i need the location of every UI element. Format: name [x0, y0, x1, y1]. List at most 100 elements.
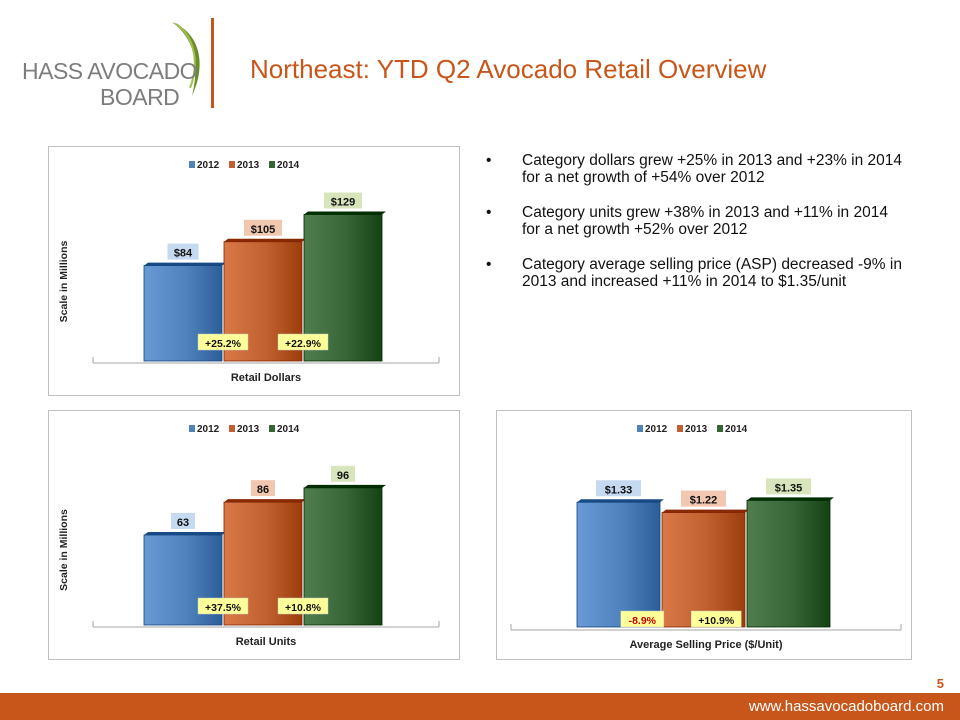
chart-svg: 2012 2013 2014 Scale in Millions $84 $105 $129…	[58, 160, 440, 384]
bullet-dollars: Category dollars grew +25% in 2013 and +…	[486, 152, 906, 186]
bar-2013	[661, 512, 746, 628]
average-selling-price-chart: 2012 2013 2014 $1.33 $1.22 $1.35 -8.9% +10.9% Av…	[496, 410, 912, 660]
value-label-box	[596, 480, 641, 497]
value-label-box	[766, 478, 811, 495]
bar-top-face	[747, 497, 834, 501]
x-axis-label: Retail Units	[236, 636, 297, 648]
growth-label: +10.8%	[277, 597, 329, 615]
legend-entry: 2012	[197, 424, 220, 435]
growth-label-text: +25.2%	[205, 338, 242, 350]
legend-swatch	[269, 161, 275, 168]
value-label-text: $84	[174, 248, 193, 260]
value-label: 96	[331, 465, 355, 482]
bar-top-face	[224, 499, 306, 503]
page-title: Northeast: YTD Q2 Avocado Retail Overvie…	[250, 54, 767, 84]
value-label: 63	[171, 513, 195, 529]
bar-top-face	[224, 238, 306, 242]
legend-swatch	[717, 425, 723, 432]
value-label: 86	[251, 480, 275, 497]
legend-entry: 2014	[277, 160, 300, 171]
growth-label: +37.5%	[197, 597, 249, 615]
value-label: $84	[167, 243, 199, 260]
growth-label: +22.9%	[277, 333, 329, 351]
legend-entry: 2012	[645, 424, 668, 435]
value-label: $129	[324, 192, 362, 209]
value-label: $1.33	[596, 480, 641, 497]
legend-swatch	[229, 425, 235, 432]
y-axis-label: Scale in Millions	[58, 241, 70, 323]
bar-top-face	[304, 211, 386, 215]
bar-top-face	[304, 484, 386, 488]
bar-top-face	[577, 499, 664, 503]
legend-entry: 2013	[237, 160, 260, 171]
growth-label-box	[197, 597, 249, 615]
value-label-text: $1.33	[605, 484, 633, 496]
growth-label-text: +10.9%	[698, 615, 735, 627]
x-axis-label: Average Selling Price ($/Unit)	[629, 639, 782, 651]
value-label-text: $105	[251, 224, 275, 236]
legend-entry: 2014	[277, 424, 300, 435]
growth-label-text: +37.5%	[205, 602, 242, 614]
growth-label-box	[197, 333, 249, 351]
value-label-box	[251, 480, 275, 497]
value-label-text: $1.22	[690, 495, 718, 507]
growth-label: +10.9%	[691, 610, 742, 628]
title-divider	[211, 18, 214, 108]
chart-legend: 2012 2013 2014	[189, 160, 300, 171]
legend-swatch	[189, 425, 195, 432]
growth-label-box	[277, 597, 329, 615]
value-label-text: $1.35	[775, 482, 803, 494]
chart-svg: 2012 2013 2014 Scale in Millions 63 86 96 +37.5…	[58, 424, 440, 648]
value-label-text: 63	[177, 517, 189, 529]
legend-entry: 2013	[685, 424, 708, 435]
legend-swatch	[189, 161, 195, 168]
footer-bar: www.hassavocadoboard.com	[0, 693, 960, 720]
page-number: 5	[936, 676, 944, 691]
value-label-text: $129	[331, 196, 355, 208]
value-label-text: 86	[257, 484, 269, 496]
bullet-units: Category units grew +38% in 2013 and +11…	[486, 204, 906, 238]
chart-svg: 2012 2013 2014 $1.33 $1.22 $1.35 -8.9% +10.9% Av…	[510, 424, 902, 651]
y-axis-label: Scale in Millions	[58, 509, 70, 591]
legend-entry: 2014	[725, 424, 748, 435]
growth-label-text: -8.9%	[629, 615, 657, 627]
growth-label-text: +22.9%	[285, 338, 322, 350]
summary-bullets: Category dollars grew +25% in 2013 and +…	[486, 152, 906, 308]
chart-legend: 2012 2013 2014	[637, 424, 748, 435]
bullet-asp: Category average selling price (ASP) dec…	[486, 256, 906, 290]
value-label: $1.35	[766, 478, 811, 495]
legend-entry: 2013	[237, 424, 260, 435]
value-label-box	[244, 219, 282, 236]
bar-top-face	[144, 262, 226, 266]
legend-swatch	[269, 425, 275, 432]
value-label-box	[331, 465, 355, 482]
value-label-text: 96	[337, 470, 349, 482]
bar-top-face	[144, 532, 226, 535]
bar-2014	[746, 499, 831, 628]
bar-top-face	[662, 509, 749, 513]
legend-swatch	[637, 425, 643, 432]
growth-label: -8.9%	[620, 610, 665, 628]
growth-label-text: +10.8%	[285, 602, 322, 614]
legend-entry: 2012	[197, 160, 220, 171]
legend-swatch	[677, 425, 683, 432]
bar-2012	[576, 501, 661, 628]
growth-label-box	[277, 333, 329, 351]
value-label: $1.22	[681, 490, 726, 507]
hass-avocado-board-logo: HASS AVOCADO BOARD	[18, 18, 218, 110]
retail-units-chart: 2012 2013 2014 Scale in Millions 63 86 96 +37.5…	[48, 410, 460, 660]
value-label-box	[171, 513, 195, 529]
chart-legend: 2012 2013 2014	[189, 424, 300, 435]
footer-url: www.hassavocadoboard.com	[748, 698, 944, 715]
growth-label-box	[620, 610, 665, 628]
value-label-box	[681, 490, 726, 507]
growth-label: +25.2%	[197, 333, 249, 351]
value-label: $105	[244, 219, 282, 236]
legend-swatch	[229, 161, 235, 168]
retail-dollars-chart: 2012 2013 2014 Scale in Millions $84 $105 $129…	[48, 146, 460, 396]
growth-label-box	[691, 610, 742, 628]
x-axis-label: Retail Dollars	[231, 372, 301, 384]
value-label-box	[324, 192, 362, 209]
logo-text-line2: BOARD	[100, 84, 180, 110]
value-label-box	[167, 243, 199, 260]
